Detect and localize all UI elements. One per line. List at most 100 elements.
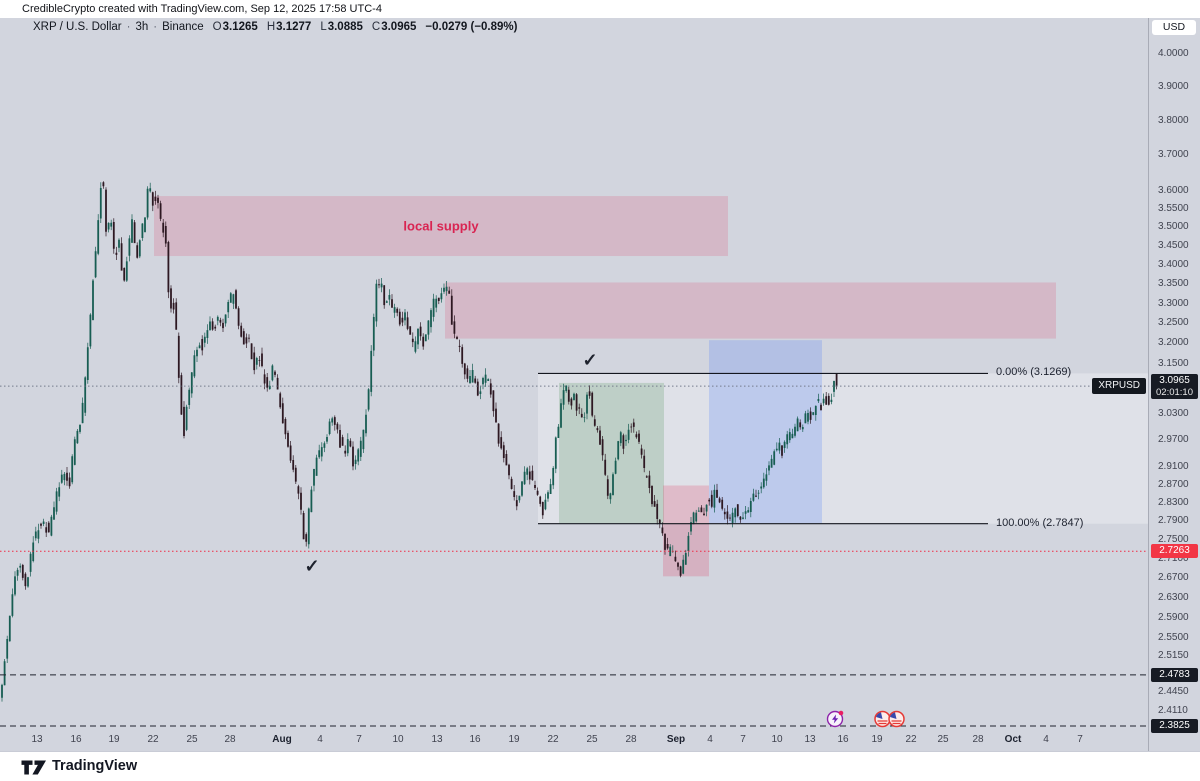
- demand-zone-green[interactable]: [559, 382, 664, 524]
- attribution-text: CredibleCrypto created with TradingView.…: [22, 3, 382, 15]
- tradingview-brand[interactable]: TradingView: [52, 758, 138, 774]
- supply-zone-local[interactable]: [154, 196, 728, 257]
- time-axis-label: 25: [186, 734, 198, 745]
- time-axis-label: 25: [937, 734, 949, 745]
- price-axis-label: 2.7100: [1158, 552, 1189, 564]
- time-axis-label: 22: [147, 734, 159, 745]
- candlestick-series-down[interactable]: [21, 182, 838, 587]
- price-axis[interactable]: USD 4.0000 3.9000 3.8000 3.7000 3.6000 3.5500…: [1148, 0, 1200, 751]
- price-axis-label: 3.4000: [1158, 258, 1189, 270]
- price-axis-label: 3.8000: [1158, 114, 1189, 126]
- attribution-bar: CredibleCrypto created with TradingView.…: [0, 0, 1200, 18]
- time-axis-label: 19: [508, 734, 520, 745]
- price-axis-label: 2.8300: [1158, 496, 1189, 508]
- time-axis[interactable]: 13 16 19 22 25 28 Aug 4 7 10 13 16 19 22 25 28 Sep 4 7 10 13…: [0, 730, 1148, 751]
- chart-canvas[interactable]: local supply ✓ ✓: [0, 0, 1148, 730]
- time-axis-label: 28: [625, 734, 637, 745]
- time-axis-label: 10: [392, 734, 404, 745]
- time-axis-label: 13: [804, 734, 816, 745]
- high-label: H: [266, 21, 276, 33]
- fib-label-1: 100.00% (2.7847): [996, 516, 1084, 529]
- time-axis-label: 7: [740, 734, 746, 745]
- price-axis-label: 2.6700: [1158, 572, 1189, 584]
- time-axis-label: Oct: [1004, 734, 1022, 745]
- price-axis-label: 2.9100: [1158, 460, 1189, 472]
- supply-zone-local-label: local supply: [403, 219, 479, 234]
- close-label: C: [371, 21, 381, 33]
- price-axis-label: 3.3000: [1158, 297, 1189, 309]
- exchange-label[interactable]: Binance: [162, 21, 204, 33]
- checkmark-drawing-1[interactable]: ✓: [304, 556, 319, 576]
- time-axis-label: 13: [431, 734, 443, 745]
- time-axis-label: 28: [224, 734, 236, 745]
- price-axis-label: 2.7500: [1158, 533, 1189, 545]
- zap-sticker-icon[interactable]: [826, 710, 844, 728]
- price-axis-label: 3.1500: [1158, 357, 1189, 369]
- fib-label-0: 0.00% (3.1269): [996, 366, 1072, 379]
- legend-separator: ·: [153, 21, 158, 33]
- chart-background: [0, 0, 1148, 730]
- close-value: 3.0965: [381, 21, 417, 33]
- chart-legend: XRP / U.S. Dollar · 3h · Binance O3.1265 H3.12…: [33, 21, 517, 35]
- legend-separator: ·: [126, 21, 131, 33]
- price-axis-label: 2.5900: [1158, 611, 1189, 623]
- time-axis-label: 16: [70, 734, 82, 745]
- low-value: 3.0885: [327, 21, 363, 33]
- price-axis-label: 3.0300: [1158, 408, 1189, 420]
- time-axis-label: Aug: [272, 734, 292, 745]
- price-axis-label: 3.9000: [1158, 80, 1189, 92]
- price-axis-label: 2.9700: [1158, 434, 1189, 446]
- price-axis-label: 3.5000: [1158, 221, 1189, 233]
- usd-button[interactable]: USD: [1152, 20, 1196, 35]
- interval-label[interactable]: 3h: [135, 21, 149, 33]
- price-axis-label: 3.2000: [1158, 337, 1189, 349]
- emoji-faces-sticker-icon[interactable]: [874, 710, 905, 728]
- current-price-badge: 3.0965 02:01:10: [1151, 374, 1198, 400]
- time-axis-label: 19: [108, 734, 120, 745]
- time-axis-label: 7: [356, 734, 362, 745]
- price-axis-label: 3.2500: [1158, 317, 1189, 329]
- change-value: −0.0279 (−0.89%): [425, 21, 518, 33]
- countdown-timer: 02:01:10: [1156, 387, 1193, 399]
- time-axis-label: 10: [771, 734, 783, 745]
- fib-retracement-fill: [538, 373, 1148, 524]
- time-axis-label: 22: [905, 734, 917, 745]
- time-axis-label: 4: [317, 734, 323, 745]
- candlestick-series-up[interactable]: [1, 188, 835, 698]
- price-axis-label: 3.5500: [1158, 202, 1189, 214]
- time-axis-label: 16: [837, 734, 849, 745]
- current-price-value: 3.0965: [1159, 375, 1190, 387]
- price-axis-label: 2.8700: [1158, 478, 1189, 490]
- price-axis-label: 2.7900: [1158, 515, 1189, 527]
- time-axis-label: Sep: [666, 734, 686, 745]
- symbol-title[interactable]: XRP / U.S. Dollar: [33, 21, 122, 33]
- time-axis-label: 16: [469, 734, 481, 745]
- checkmark-drawing-0[interactable]: ✓: [582, 350, 597, 370]
- accumulation-zone-blue[interactable]: [709, 340, 822, 524]
- supply-zone-upper[interactable]: [445, 282, 1056, 339]
- time-axis-label: 28: [972, 734, 984, 745]
- price-level-badge: 2.3825: [1151, 719, 1198, 734]
- price-axis-label: 2.5150: [1158, 649, 1189, 661]
- footer-bar: TradingView: [0, 751, 1200, 781]
- time-axis-label: 19: [871, 734, 883, 745]
- time-axis-label: 4: [707, 734, 713, 745]
- low-label: L: [320, 21, 327, 33]
- price-axis-label: 3.4500: [1158, 239, 1189, 251]
- price-axis-label: 2.5500: [1158, 631, 1189, 643]
- price-axis-label: 2.6300: [1158, 591, 1189, 603]
- high-value: 3.1277: [276, 21, 312, 33]
- price-axis-label: 2.4450: [1158, 686, 1189, 698]
- tradingview-logo-icon[interactable]: [21, 759, 47, 776]
- price-axis-label: 3.3500: [1158, 278, 1189, 289]
- price-axis-label: 3.6000: [1158, 184, 1189, 196]
- price-level-badge: 2.4783: [1151, 667, 1198, 682]
- chart-area[interactable]: local supply ✓ ✓ XRP / U.S. Dollar · 3h · Bina…: [0, 0, 1148, 730]
- open-label: O: [212, 21, 222, 33]
- price-axis-label: 3.7000: [1158, 149, 1189, 161]
- price-axis-label: 2.4110: [1158, 704, 1188, 716]
- price-level-badge: 2.7263: [1151, 544, 1198, 559]
- time-axis-label: 4: [1043, 734, 1049, 745]
- time-axis-label: 25: [586, 734, 598, 745]
